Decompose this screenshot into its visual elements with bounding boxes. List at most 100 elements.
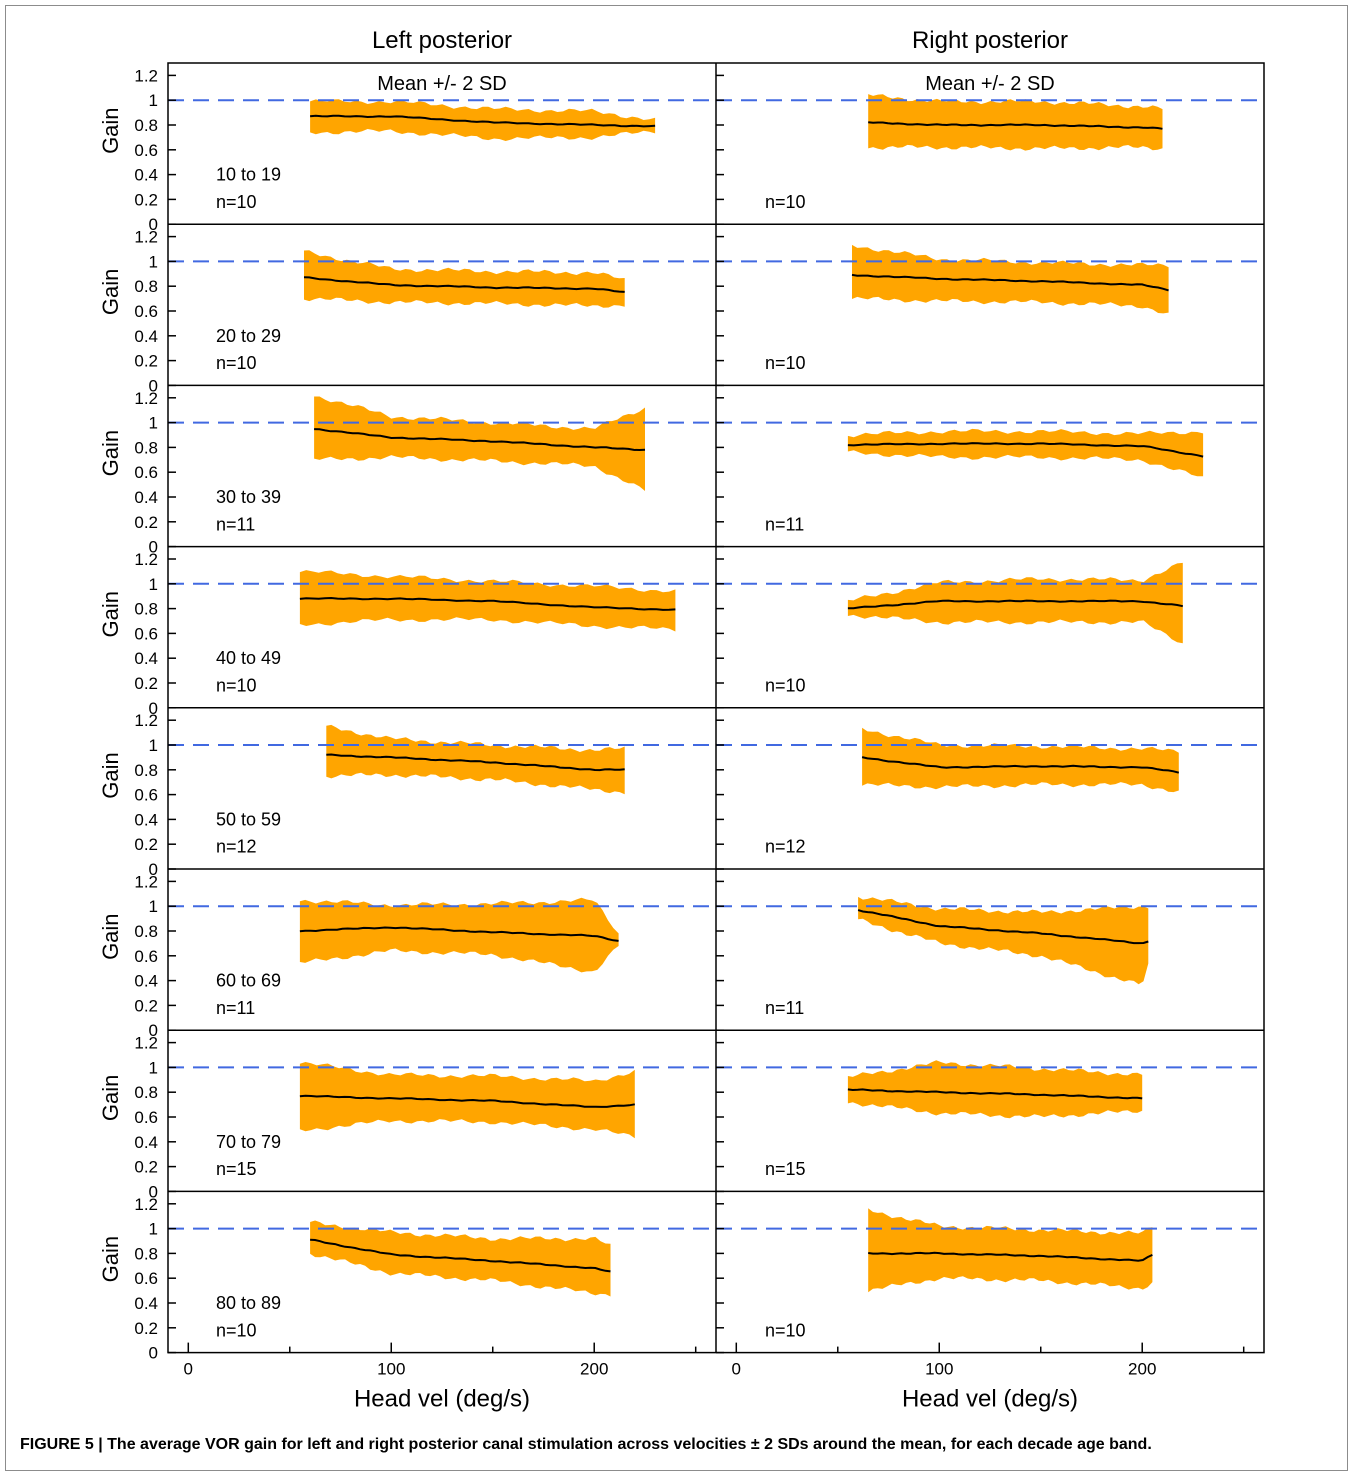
figure-frame [5,5,1348,1471]
age-band-label-row-7: 70 to 79 [216,1132,281,1152]
mean-line-left-row-5 [326,753,625,772]
x-tick-label: 0 [732,1360,741,1379]
x-axis-label-right: Head vel (deg/s) [902,1386,1078,1413]
sd-band-right-row-2 [852,244,1169,314]
y-tick-label-row-7: 1.2 [134,1034,158,1053]
y-tick-label-row-3: 0.6 [134,463,158,482]
y-axis-label-row-2: Gain [98,269,123,315]
mean-sd-annotation-right: Mean +/- 2 SD [925,73,1055,95]
y-axis-label-row-1: Gain [98,107,123,153]
sd-band-right-row-8 [868,1208,1153,1293]
y-tick-label-row-7: 0.6 [134,1108,158,1127]
y-tick-label-row-5: 0.2 [134,835,158,854]
x-tick-label: 0 [184,1360,193,1379]
y-tick-label-row-7: 0.2 [134,1158,158,1177]
mean-line-left-row-4 [299,596,676,611]
y-tick-label-row-3: 1.2 [134,389,158,408]
y-tick-label-row-2: 0.2 [134,352,158,371]
age-band-label-row-3: 30 to 39 [216,487,281,507]
y-tick-label-row-4: 1.2 [134,550,158,569]
y-tick-label-row-5: 0.4 [134,810,158,829]
y-tick-label-row-8: 0.8 [134,1244,158,1263]
y-tick-label-row-6: 0.4 [134,972,158,991]
n-label-left-row-6: n=11 [216,998,255,1018]
y-tick-label-row-6: 0.8 [134,922,158,941]
sd-band-right-row-1 [868,94,1163,151]
y-tick-label-row-7: 0.8 [134,1083,158,1102]
y-tick-label-row-1: 0.2 [134,190,158,209]
y-tick-label-row-6: 1 [149,897,158,916]
y-tick-label-row-2: 1 [149,252,158,271]
mean-line-left-row-8 [310,1238,611,1273]
n-label-right-row-3: n=11 [765,514,804,534]
mean-line-right-row-2 [851,273,1169,292]
sd-band-right-row-7 [847,1060,1143,1119]
column-title-left: Left posterior [372,27,512,54]
sd-band-left-row-5 [326,724,625,795]
mean-line-left-row-6 [299,926,619,942]
sd-band-left-row-2 [304,250,625,308]
figure-caption: FIGURE 5 | The average VOR gain for left… [20,1436,1340,1454]
y-tick-label-row-3: 1 [149,414,158,433]
n-label-left-row-7: n=15 [216,1159,257,1179]
y-tick-label-row-1: 1.2 [134,66,158,85]
y-tick-label-row-3: 0.2 [134,513,158,532]
y-tick-label-row-8: 0 [149,1344,158,1363]
n-label-left-row-2: n=10 [216,353,257,373]
x-tick-label: 200 [580,1360,608,1379]
y-tick-label-row-4: 1 [149,575,158,594]
mean-line-right-row-4 [847,599,1184,610]
mean-line-right-row-1 [868,121,1163,130]
n-label-left-row-3: n=11 [216,514,255,534]
mean-line-right-row-6 [857,909,1149,945]
n-label-right-row-8: n=10 [765,1320,806,1340]
mean-line-right-row-7 [847,1088,1143,1100]
y-axis-label-row-3: Gain [98,430,123,476]
y-tick-label-row-5: 1.2 [134,711,158,730]
mean-line-left-row-2 [303,276,625,293]
sd-band-right-row-4 [847,562,1183,644]
y-axis-label-row-8: Gain [98,1236,123,1282]
sd-band-left-row-6 [299,897,619,973]
y-tick-label-row-4: 0.4 [134,649,158,668]
y-tick-label-row-5: 0.6 [134,786,158,805]
y-tick-label-row-6: 0.6 [134,947,158,966]
n-label-right-row-4: n=10 [765,675,806,695]
age-band-label-row-2: 20 to 29 [216,326,281,346]
y-tick-label-row-1: 0.8 [134,116,158,135]
y-tick-label-row-1: 0.6 [134,141,158,160]
x-axis-label-left: Head vel (deg/s) [354,1386,530,1413]
n-label-right-row-6: n=11 [765,998,804,1018]
age-band-label-row-5: 50 to 59 [216,809,281,829]
y-tick-label-row-3: 0 [149,538,158,557]
mean-line-right-row-8 [868,1251,1153,1262]
y-tick-label-row-4: 0.2 [134,674,158,693]
y-tick-label-row-8: 0.4 [134,1294,158,1313]
n-label-right-row-2: n=10 [765,353,806,373]
mean-line-left-row-7 [299,1094,635,1108]
y-tick-label-row-7: 1 [149,1058,158,1077]
x-tick-label: 200 [1128,1360,1156,1379]
y-tick-label-row-6: 0 [149,1021,158,1040]
y-tick-label-row-5: 1 [149,736,158,755]
n-label-left-row-1: n=10 [216,192,257,212]
y-tick-label-row-3: 0.4 [134,488,158,507]
y-tick-label-row-4: 0 [149,699,158,718]
y-tick-label-row-6: 0.2 [134,996,158,1015]
y-axis-label-row-7: Gain [98,1075,123,1121]
age-band-label-row-4: 40 to 49 [216,648,281,668]
n-label-left-row-5: n=12 [216,837,257,857]
y-tick-label-row-1: 0.4 [134,166,158,185]
y-tick-label-row-7: 0.4 [134,1133,158,1152]
n-label-left-row-4: n=10 [216,675,257,695]
y-tick-label-row-2: 0.6 [134,302,158,321]
sd-band-right-row-3 [847,428,1204,477]
y-tick-label-row-5: 0.8 [134,761,158,780]
n-label-left-row-8: n=10 [216,1320,257,1340]
y-tick-label-row-2: 0.8 [134,277,158,296]
y-tick-label-row-8: 0.2 [134,1319,158,1338]
y-tick-label-row-8: 1 [149,1220,158,1239]
sd-band-left-row-1 [310,99,656,141]
y-tick-label-row-1: 1 [149,91,158,110]
y-tick-label-row-1: 0 [149,215,158,234]
